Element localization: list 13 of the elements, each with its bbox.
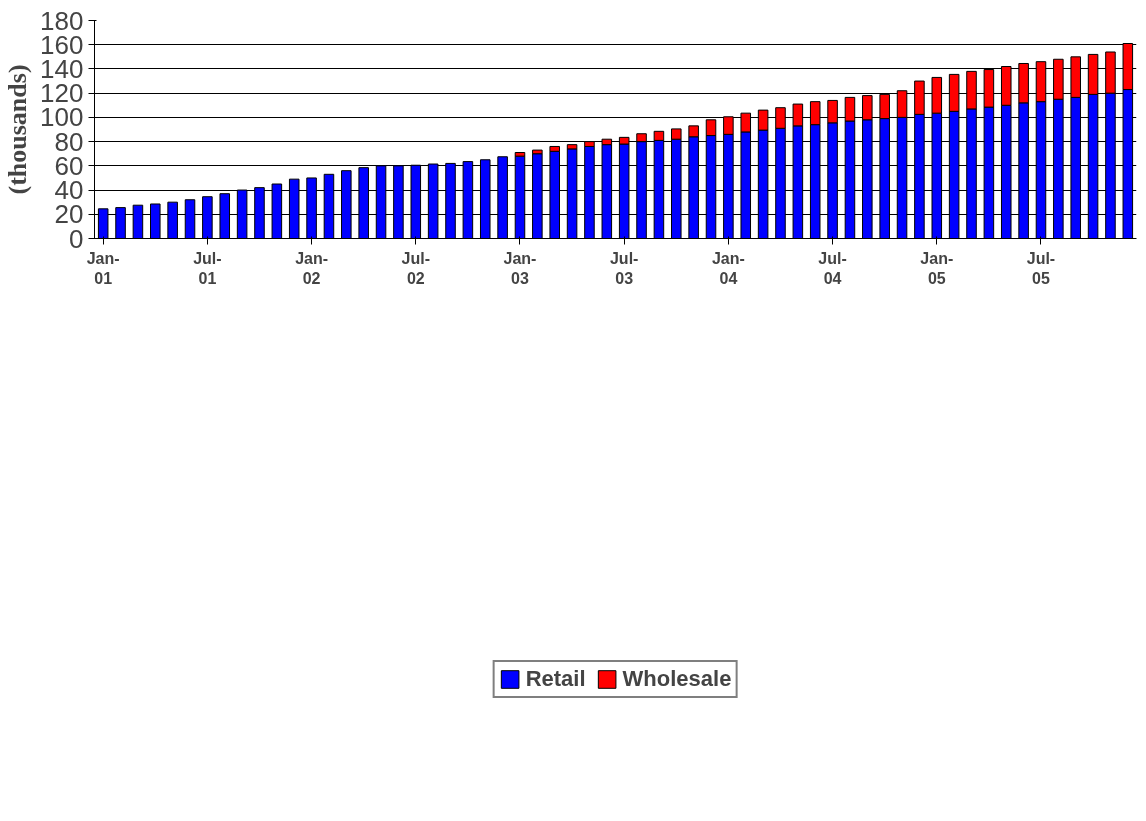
x-tick-label: Jul-04 xyxy=(818,249,847,287)
x-tick-label: Jan-05 xyxy=(920,249,954,287)
x-tick-label: Jan-03 xyxy=(503,249,537,287)
y-axis-title: (thousands) xyxy=(3,64,33,195)
x-tick-label: Jul-01 xyxy=(193,249,222,287)
x-tick-label: Jul-05 xyxy=(1026,249,1056,287)
x-tick-label: Jan-02 xyxy=(295,249,329,287)
legend-label: Wholesale xyxy=(622,665,732,692)
x-tick-label: Jan-04 xyxy=(711,249,745,287)
x-tick-label: Jul-03 xyxy=(609,249,639,287)
x-tick-label: Jul-02 xyxy=(401,249,431,287)
legend-label: Retail xyxy=(525,665,586,692)
x-tick-label: Jan-01 xyxy=(86,249,120,287)
